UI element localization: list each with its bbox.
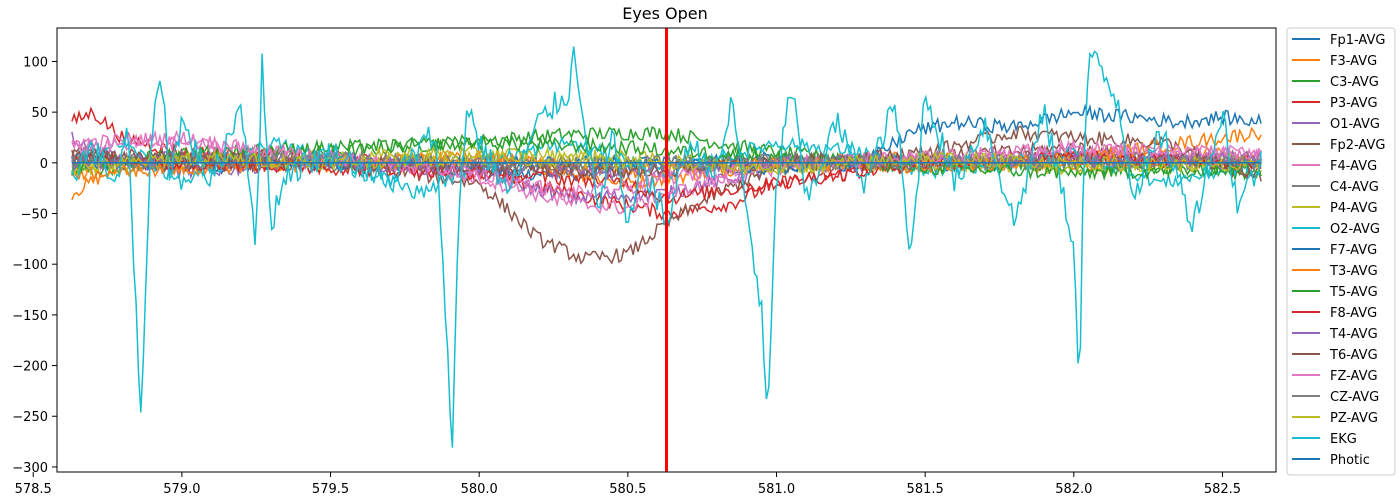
legend-item[interactable]: P3-AVG [1292, 96, 1378, 111]
y-tick-label: 100 [23, 55, 48, 70]
legend-item[interactable]: T4-AVG [1292, 327, 1378, 342]
legend[interactable]: Fp1-AVG F3-AVG C3-AVG P3-AVG O1-AVG Fp2-AVG F4… [1286, 27, 1396, 476]
chart-title: Eyes Open [622, 4, 708, 23]
legend-label: Fp1-AVG [1330, 33, 1385, 48]
legend-item[interactable]: O1-AVG [1292, 117, 1380, 132]
x-tick-label: 578.5 [15, 482, 52, 497]
legend-label: P4-AVG [1330, 201, 1378, 216]
legend-label: C3-AVG [1330, 75, 1379, 90]
x-tick-label: 582.0 [1055, 482, 1092, 497]
y-tick-label: −300 [12, 461, 48, 476]
legend-label: Photic [1330, 453, 1370, 468]
legend-item[interactable]: F8-AVG [1292, 306, 1377, 321]
legend-item[interactable]: EKG [1292, 432, 1357, 447]
x-tick-label: 580.5 [609, 482, 646, 497]
legend-label: T6-AVG [1329, 348, 1378, 363]
x-tick-label: 582.5 [1204, 482, 1241, 497]
legend-item[interactable]: P4-AVG [1292, 201, 1378, 216]
x-tick-label: 581.5 [907, 482, 944, 497]
plot-area-frame [56, 27, 1277, 473]
legend-item[interactable]: T3-AVG [1292, 264, 1378, 279]
x-tick-label: 579.0 [163, 482, 200, 497]
x-tick-label: 581.0 [758, 482, 795, 497]
x-tick-label: 579.5 [312, 482, 349, 497]
y-tick-label: −100 [12, 258, 48, 273]
y-tick-label: −50 [21, 208, 48, 223]
legend-item[interactable]: F4-AVG [1292, 159, 1377, 174]
legend-item[interactable]: CZ-AVG [1292, 390, 1379, 405]
legend-label: T3-AVG [1329, 264, 1378, 279]
legend-item[interactable]: C4-AVG [1292, 180, 1379, 195]
legend-item[interactable]: T5-AVG [1292, 285, 1378, 300]
legend-label: PZ-AVG [1330, 411, 1378, 426]
legend-label: Fp2-AVG [1330, 138, 1385, 153]
legend-item[interactable]: Photic [1292, 453, 1370, 468]
legend-label: T5-AVG [1329, 285, 1378, 300]
legend-item[interactable]: F3-AVG [1292, 54, 1377, 69]
legend-item[interactable]: Fp1-AVG [1292, 33, 1385, 48]
legend-label: F4-AVG [1330, 159, 1377, 174]
legend-label: O2-AVG [1330, 222, 1380, 237]
legend-box [1286, 27, 1396, 476]
legend-item[interactable]: T6-AVG [1292, 348, 1378, 363]
legend-item[interactable]: O2-AVG [1292, 222, 1380, 237]
legend-label: EKG [1330, 432, 1357, 447]
y-tick-label: 0 [40, 157, 48, 172]
legend-label: O1-AVG [1330, 117, 1380, 132]
legend-label: C4-AVG [1330, 180, 1379, 195]
legend-item[interactable]: PZ-AVG [1292, 411, 1378, 426]
legend-item[interactable]: Fp2-AVG [1292, 138, 1385, 153]
legend-label: FZ-AVG [1330, 369, 1378, 384]
legend-item[interactable]: F7-AVG [1292, 243, 1377, 258]
legend-label: F3-AVG [1330, 54, 1377, 69]
y-axis: 100 50 0 −50 −100 −150 −200 −250 −300 [12, 55, 57, 476]
y-tick-label: −200 [12, 360, 48, 375]
x-axis: 578.5 579.0 579.5 580.0 580.5 581.0 581.5 582.0… [15, 472, 1241, 497]
legend-item[interactable]: C3-AVG [1292, 75, 1379, 90]
y-tick-label: −150 [12, 309, 48, 324]
y-tick-label: 50 [31, 106, 48, 121]
x-tick-label: 580.0 [461, 482, 498, 497]
legend-label: F8-AVG [1330, 306, 1377, 321]
legend-label: F7-AVG [1330, 243, 1377, 258]
legend-label: P3-AVG [1330, 96, 1378, 111]
y-tick-label: −250 [12, 410, 48, 425]
legend-item[interactable]: FZ-AVG [1292, 369, 1378, 384]
legend-label: T4-AVG [1329, 327, 1378, 342]
legend-label: CZ-AVG [1330, 390, 1379, 405]
